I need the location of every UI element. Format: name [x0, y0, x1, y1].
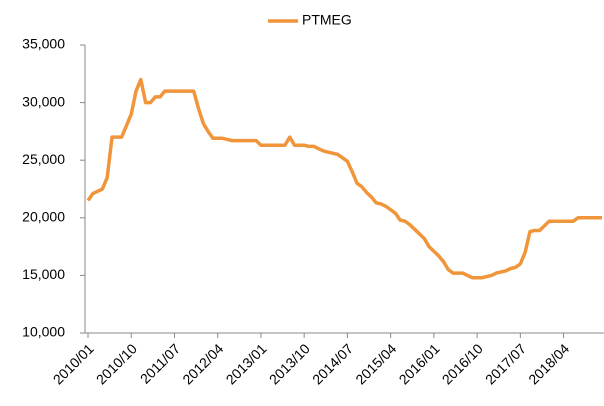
x-tick-label: 2010/01: [50, 340, 97, 387]
x-tick-label: 2013/10: [266, 340, 313, 387]
y-tick-label: 35,000: [22, 36, 65, 52]
x-tick-label: 2015/04: [352, 340, 399, 387]
x-tick-label: 2010/10: [93, 340, 140, 387]
x-tick-label: 2014/07: [309, 340, 356, 387]
x-tick-label: 2013/01: [223, 340, 270, 387]
x-tick-label: 2016/01: [396, 340, 443, 387]
x-tick-label: 2016/10: [439, 340, 486, 387]
y-tick-label: 30,000: [22, 93, 65, 109]
x-tick-label: 2012/04: [179, 340, 226, 387]
y-tick-label: 20,000: [22, 209, 65, 225]
line: [86, 77, 602, 280]
y-tick-label: 10,000: [22, 324, 65, 340]
y-tick-label: 25,000: [22, 151, 65, 167]
x-tick-label: 2017/07: [482, 340, 529, 387]
legend-label: PTMEG: [302, 12, 352, 28]
x-tick-label: 2018/04: [525, 340, 572, 387]
x-tick-label: 2011/07: [137, 340, 184, 387]
y-tick-label: 15,000: [22, 266, 65, 282]
